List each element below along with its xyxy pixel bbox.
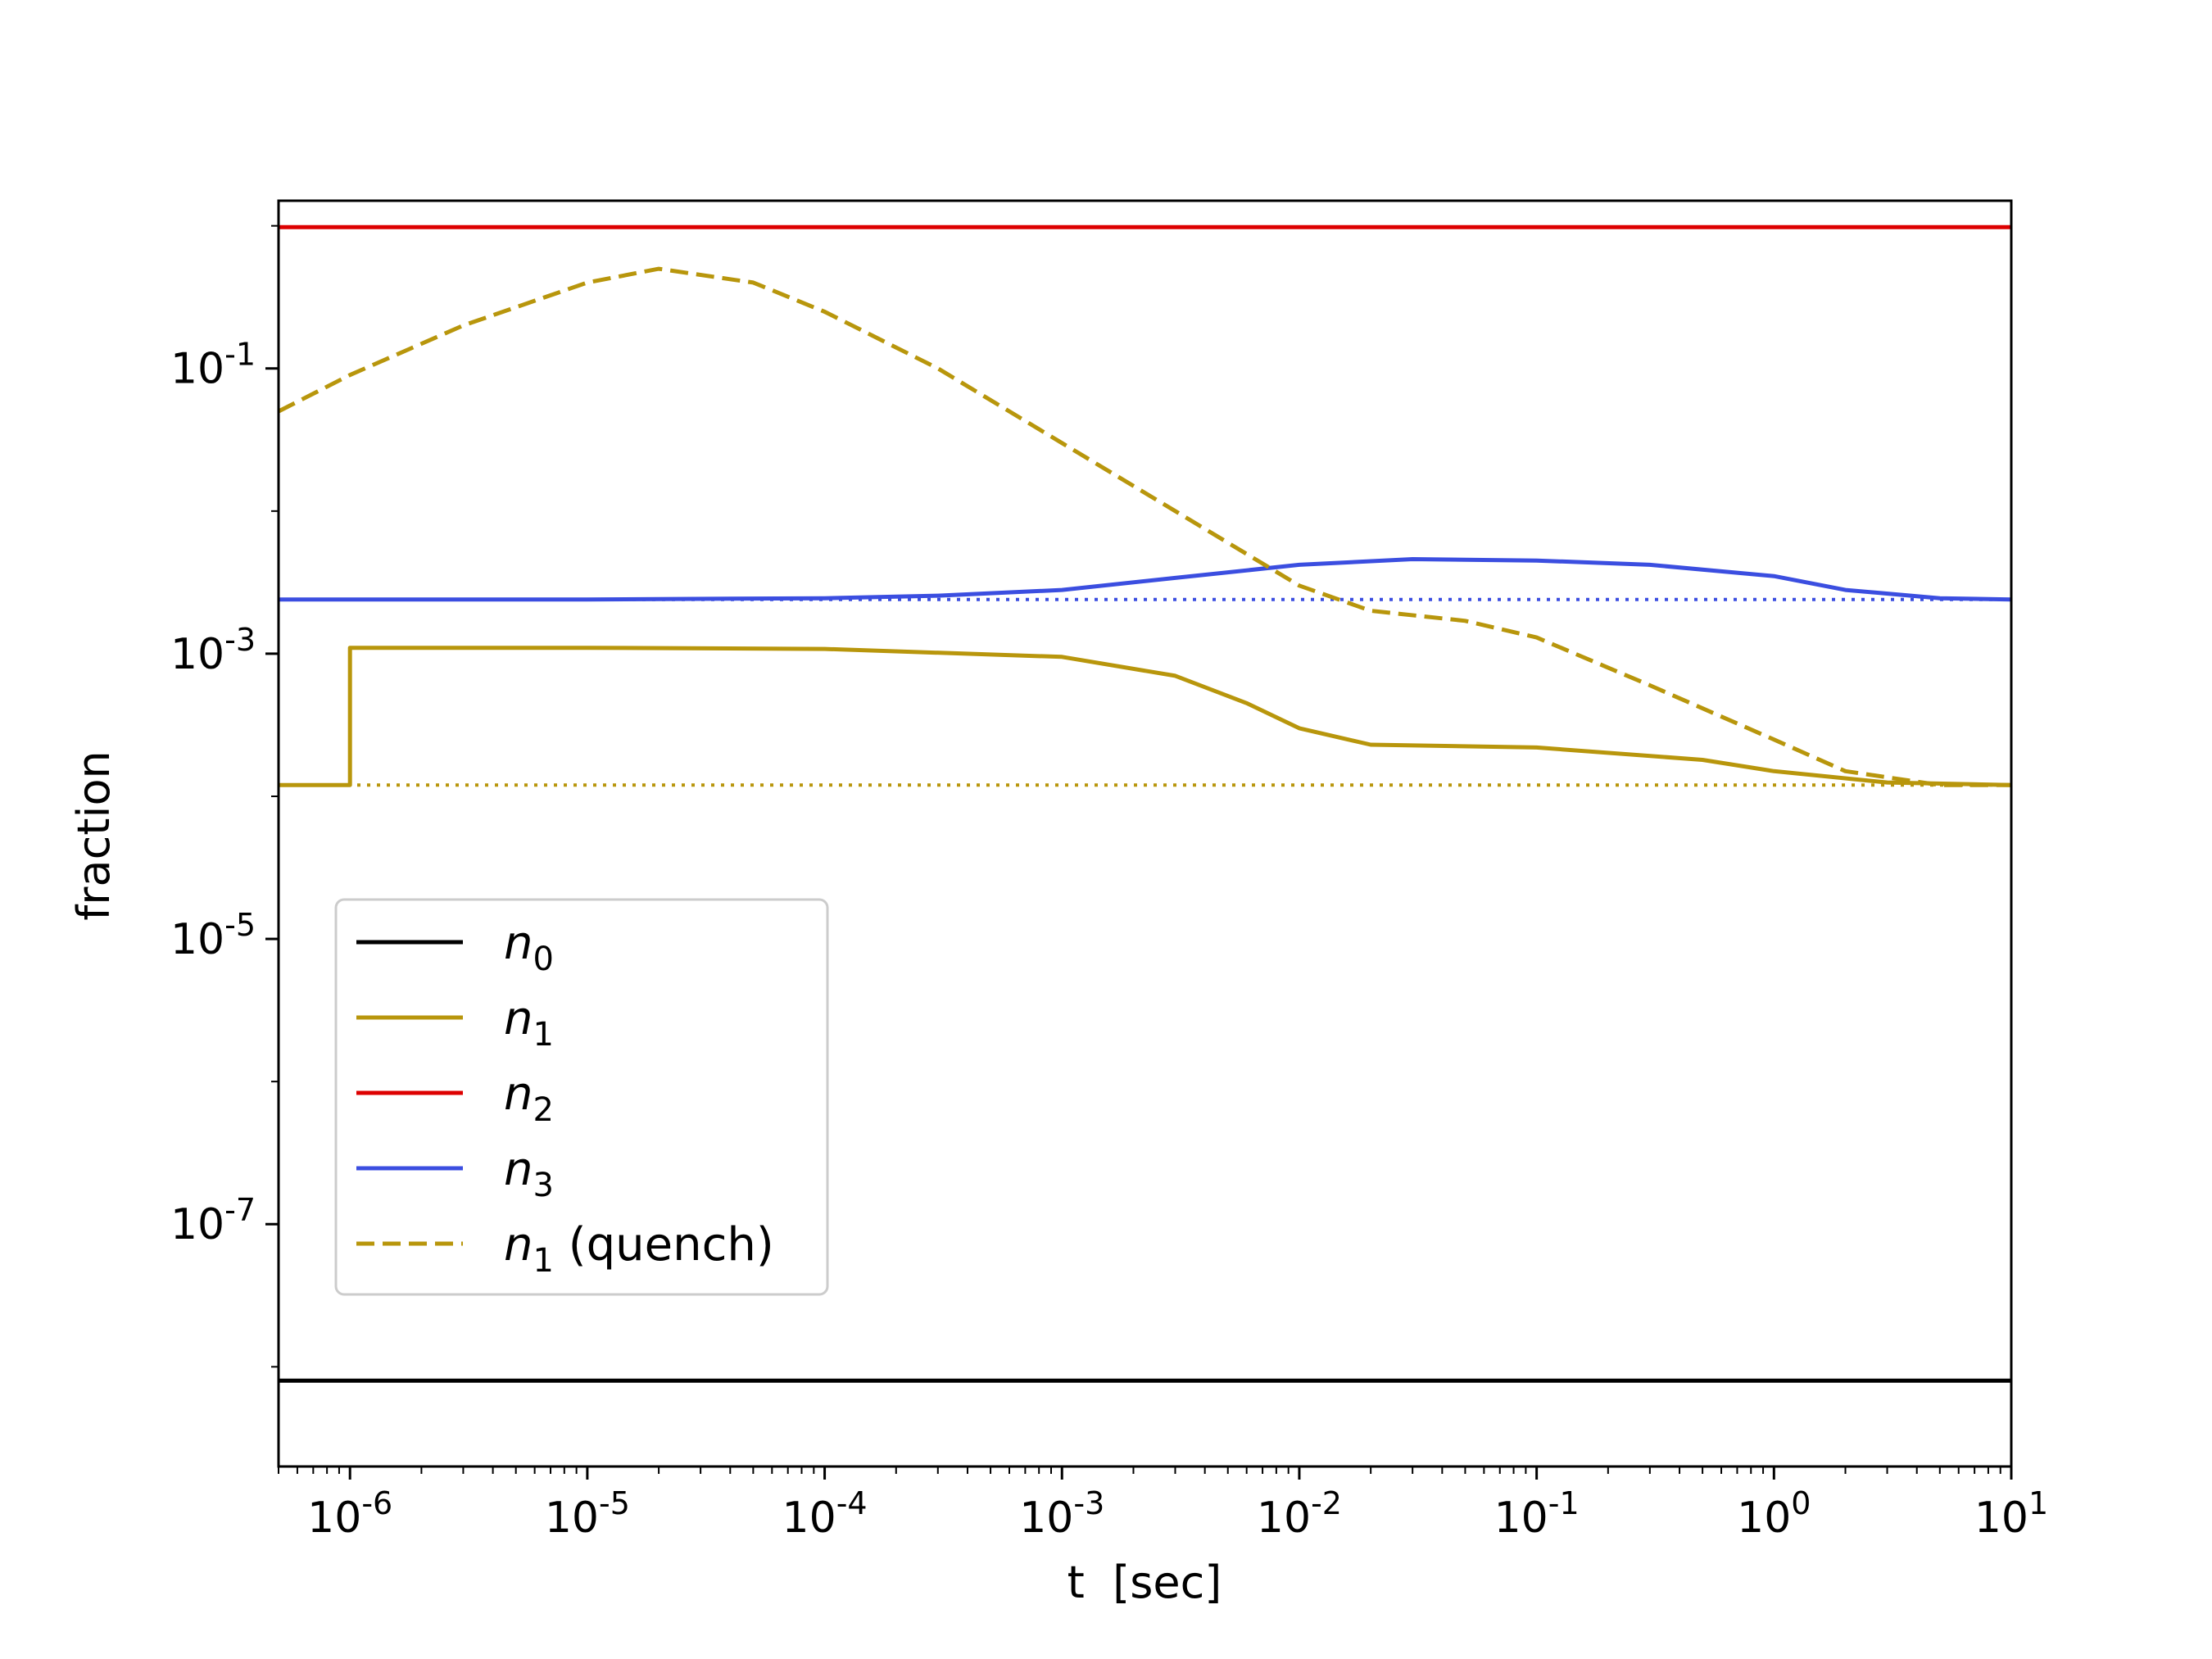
legend-box: [334, 898, 829, 1296]
series-line-4: [279, 557, 2011, 602]
x-tick-label: 10-2: [1257, 1485, 1342, 1543]
y-axis-ticks: 10-1 10-3 10-5 10-7: [170, 224, 279, 1368]
legend: n0 n1 n2 n3 n1 (quench): [334, 898, 829, 1296]
series-line-2: [279, 646, 2011, 787]
legend-label: n2: [504, 1067, 554, 1129]
plot-frame: [277, 199, 2013, 1468]
y-axis-label: fraction: [68, 750, 120, 920]
x-axis-ticks: 10-6 10-5 10-4 10-3 10-2 10-1 100 101: [278, 1466, 2048, 1543]
legend-label: n1 (quench): [504, 1218, 774, 1280]
x-tick-label: 10-1: [1494, 1485, 1580, 1543]
legend-label: n3: [504, 1143, 554, 1204]
x-tick-label: 10-6: [307, 1485, 392, 1543]
y-tick-label: 10-1: [170, 337, 256, 394]
y-tick-label: 10-5: [170, 907, 256, 964]
x-tick-label: 101: [1974, 1485, 2048, 1543]
y-tick-label: 10-7: [170, 1192, 256, 1249]
series-line-5: [279, 266, 2011, 787]
x-tick-label: 10-3: [1019, 1485, 1104, 1543]
legend-label: n1: [504, 992, 554, 1054]
series-lines: [279, 224, 2011, 1383]
x-tick-label: 100: [1737, 1485, 1811, 1543]
y-tick-label: 10-3: [170, 622, 256, 679]
x-tick-label: 10-4: [782, 1485, 868, 1543]
x-tick-label: 10-5: [545, 1485, 630, 1543]
legend-label: n0: [504, 917, 554, 978]
x-axis-label: t [sec]: [1067, 1557, 1222, 1608]
